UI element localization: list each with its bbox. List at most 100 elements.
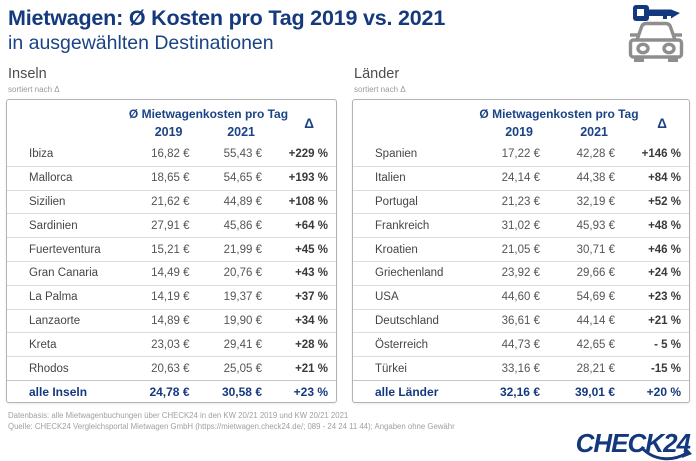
delta-value: +24 % bbox=[648, 267, 681, 280]
value-2021: 39,01 € bbox=[574, 385, 615, 400]
year-2019-header: 2019 bbox=[505, 124, 533, 139]
delta-value: +146 % bbox=[641, 147, 681, 160]
delta-value: +21 % bbox=[295, 362, 328, 375]
value-2021: 28,21 € bbox=[576, 362, 615, 375]
destination-name: Fuerteventura bbox=[29, 243, 101, 256]
value-2019: 23,03 € bbox=[151, 338, 190, 351]
year-2021-header: 2021 bbox=[227, 124, 255, 139]
value-2021: 19,37 € bbox=[223, 291, 262, 304]
table-row: Spanien 17,22 € 42,28 € +146 % bbox=[353, 142, 689, 166]
value-2019: 14,89 € bbox=[151, 314, 190, 327]
value-2021: 45,93 € bbox=[576, 219, 615, 232]
table-row: Deutschland 36,61 € 44,14 € +21 % bbox=[353, 308, 689, 333]
cost-group-header: Ø Mietwagenkosten pro Tag bbox=[479, 106, 639, 121]
delta-value: +28 % bbox=[295, 338, 328, 351]
value-2019: 21,05 € bbox=[501, 243, 540, 256]
value-2019: 31,02 € bbox=[501, 219, 540, 232]
delta-value: -15 % bbox=[650, 362, 681, 375]
car-front-icon bbox=[628, 21, 684, 62]
destination-name: La Palma bbox=[29, 291, 78, 304]
destination-name: alle Inseln bbox=[29, 385, 88, 400]
year-2019-header: 2019 bbox=[154, 124, 183, 139]
destination-name: Ibiza bbox=[29, 147, 54, 160]
key-icon bbox=[633, 5, 680, 21]
value-2021: 20,76 € bbox=[223, 267, 262, 280]
value-2019: 20,63 € bbox=[151, 362, 190, 375]
table-row: Österreich 44,73 € 42,65 € - 5 % bbox=[353, 332, 689, 356]
value-2021: 44,38 € bbox=[576, 172, 615, 185]
table-row: Griechenland 23,92 € 29,66 € +24 % bbox=[353, 260, 689, 285]
check24-logo: CHECK24 bbox=[576, 430, 692, 461]
delta-value: +37 % bbox=[295, 291, 328, 304]
value-2019: 18,65 € bbox=[151, 172, 190, 185]
value-2021: 44,14 € bbox=[576, 314, 615, 327]
value-2021: 55,43 € bbox=[223, 147, 262, 160]
table-total-row: alle Inseln 24,78 € 30,58 € +23 % bbox=[7, 379, 336, 404]
car-with-key-icon bbox=[628, 5, 684, 62]
delta-value: - 5 % bbox=[654, 338, 681, 351]
value-2019: 21,62 € bbox=[151, 195, 190, 208]
delta-value: +23 % bbox=[293, 385, 328, 400]
value-2019: 23,92 € bbox=[501, 267, 540, 280]
value-2019: 15,21 € bbox=[151, 243, 190, 256]
delta-value: +52 % bbox=[648, 195, 681, 208]
table-row: Kreta 23,03 € 29,41 € +28 % bbox=[7, 332, 336, 356]
delta-value: +84 % bbox=[648, 172, 681, 185]
value-2019: 14,19 € bbox=[151, 291, 190, 304]
delta-value: +43 % bbox=[295, 267, 328, 280]
tables-section: Inseln sortiert nach Δ Ø Mietwagenkosten… bbox=[6, 65, 690, 403]
table-row: Italien 24,14 € 44,38 € +84 % bbox=[353, 165, 689, 190]
year-2021-header: 2021 bbox=[580, 124, 608, 139]
delta-value: +21 % bbox=[648, 314, 681, 327]
check24-swoosh-icon bbox=[641, 447, 692, 461]
destination-name: Griechenland bbox=[375, 267, 444, 280]
value-2019: 44,73 € bbox=[501, 338, 540, 351]
delta-value: +64 % bbox=[295, 219, 328, 232]
islands-column: Inseln sortiert nach Δ Ø Mietwagenkosten… bbox=[6, 65, 337, 403]
header: Mietwagen: Ø Kosten pro Tag 2019 vs. 202… bbox=[8, 5, 445, 56]
table-row: USA 44,60 € 54,69 € +23 % bbox=[353, 284, 689, 309]
value-2021: 32,19 € bbox=[576, 195, 615, 208]
value-2021: 54,65 € bbox=[223, 172, 262, 185]
value-2021: 19,90 € bbox=[223, 314, 262, 327]
delta-value: +48 % bbox=[648, 219, 681, 232]
table-row: Türkei 33,16 € 28,21 € -15 % bbox=[353, 356, 689, 380]
value-2021: 54,69 € bbox=[576, 291, 615, 304]
destination-name: Italien bbox=[375, 172, 406, 185]
destination-name: Frankreich bbox=[375, 219, 430, 232]
value-2021: 21,99 € bbox=[223, 243, 262, 256]
table-row: Portugal 21,23 € 32,19 € +52 % bbox=[353, 189, 689, 214]
value-2019: 24,14 € bbox=[501, 172, 540, 185]
value-2019: 36,61 € bbox=[501, 314, 540, 327]
value-2021: 30,58 € bbox=[221, 385, 262, 400]
countries-table-rows: Spanien 17,22 € 42,28 € +146 % Italien 24,14 … bbox=[353, 142, 689, 404]
delta-value: +108 % bbox=[288, 195, 328, 208]
delta-value: +34 % bbox=[295, 314, 328, 327]
delta-value: +45 % bbox=[295, 243, 328, 256]
destination-name: USA bbox=[375, 291, 399, 304]
data-basis-note: Datenbasis: alle Mietwagenbuchungen über… bbox=[8, 411, 349, 420]
table-row: Fuerteventura 15,21 € 21,99 € +45 % bbox=[7, 237, 336, 261]
islands-table-card: Ø Mietwagenkosten pro Tag 2019 2021 Δ Ib… bbox=[6, 99, 337, 403]
islands-label: Inseln bbox=[8, 66, 47, 82]
value-2021: 44,89 € bbox=[223, 195, 262, 208]
footer-notes: Datenbasis: alle Mietwagenbuchungen über… bbox=[8, 411, 455, 432]
countries-table-header: Ø Mietwagenkosten pro Tag 2019 2021 Δ bbox=[353, 100, 689, 142]
value-2019: 33,16 € bbox=[501, 362, 540, 375]
page-title: Mietwagen: Ø Kosten pro Tag 2019 vs. 202… bbox=[8, 6, 446, 30]
value-2019: 32,16 € bbox=[499, 385, 540, 400]
table-row: La Palma 14,19 € 19,37 € +37 % bbox=[7, 284, 336, 309]
destination-name: Deutschland bbox=[375, 314, 439, 327]
value-2021: 45,86 € bbox=[223, 219, 262, 232]
table-row: Frankreich 31,02 € 45,93 € +48 % bbox=[353, 213, 689, 237]
countries-label: Länder bbox=[354, 66, 400, 82]
value-2019: 27,91 € bbox=[151, 219, 190, 232]
islands-table-rows: Ibiza 16,82 € 55,43 € +229 % Mallorca 18,65 €… bbox=[7, 142, 336, 404]
destination-name: Türkei bbox=[375, 362, 407, 375]
destination-name: Kreta bbox=[29, 338, 57, 351]
page-subtitle: in ausgewählten Destinationen bbox=[8, 32, 274, 54]
value-2019: 16,82 € bbox=[151, 147, 190, 160]
table-row: Rhodos 20,63 € 25,05 € +21 % bbox=[7, 356, 336, 380]
islands-sort-note: sortiert nach Δ bbox=[8, 85, 60, 94]
countries-column: Länder sortiert nach Δ Ø Mietwagenkosten… bbox=[352, 65, 690, 403]
